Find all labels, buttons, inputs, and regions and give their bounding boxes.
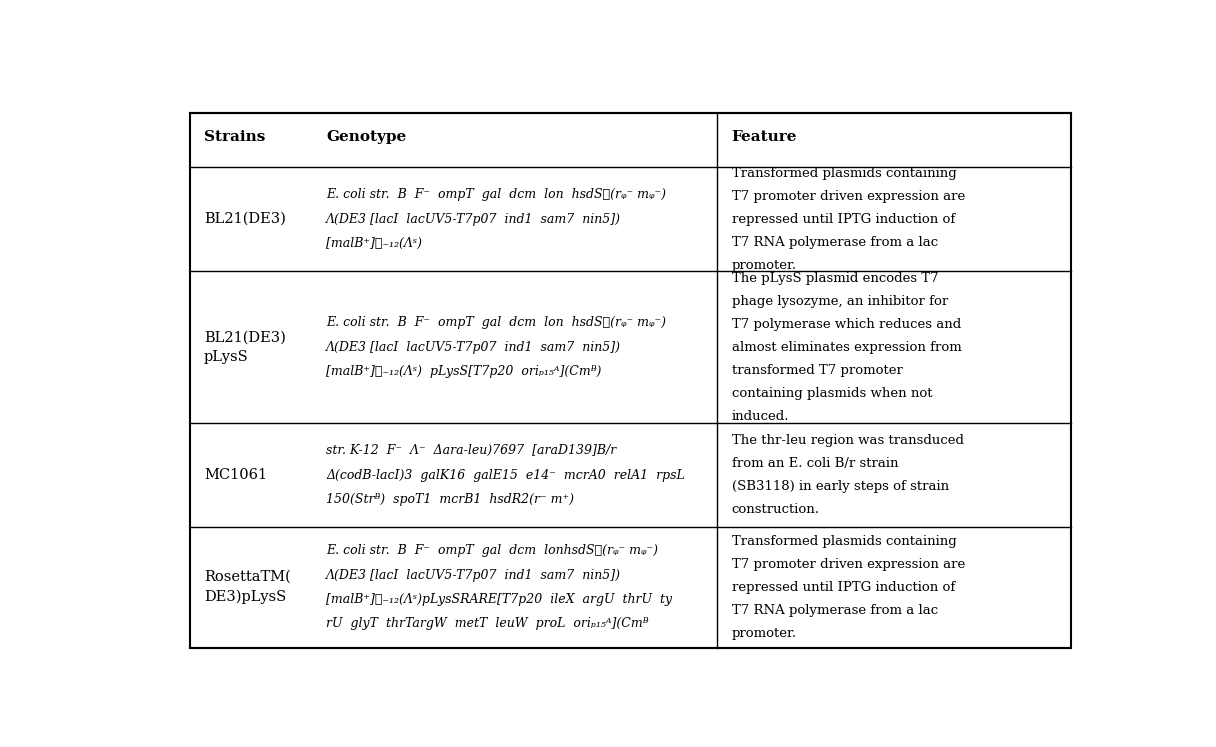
Text: [malB⁺]₝₋₁₂(Λˢ): [malB⁺]₝₋₁₂(Λˢ)	[326, 237, 422, 249]
Text: Transformed plasmids containing: Transformed plasmids containing	[732, 167, 956, 179]
Text: transformed T7 promoter: transformed T7 promoter	[732, 364, 902, 376]
Text: T7 promoter driven expression are: T7 promoter driven expression are	[732, 190, 964, 202]
Text: almost eliminates expression from: almost eliminates expression from	[732, 341, 962, 353]
Text: E. coli str.  B  F⁻  ompT  gal  dcm  lonhsdS₝(rᵩ⁻ mᵩ⁻): E. coli str. B F⁻ ompT gal dcm lonhsdS₝(…	[326, 545, 658, 557]
Text: str. K-12  F⁻  Λ⁻  Δara-leu)7697  [araD139]B/r: str. K-12 F⁻ Λ⁻ Δara-leu)7697 [araD139]B…	[326, 444, 617, 457]
Text: T7 polymerase which reduces and: T7 polymerase which reduces and	[732, 317, 961, 330]
Text: induced.: induced.	[732, 409, 789, 423]
Text: Λ(DE3 [lacI  lacUV5-T7p07  ind1  sam7  nin5]): Λ(DE3 [lacI lacUV5-T7p07 ind1 sam7 nin5]…	[326, 568, 621, 582]
Text: Transformed plasmids containing: Transformed plasmids containing	[732, 535, 956, 548]
Text: Strains: Strains	[204, 130, 265, 144]
Text: T7 RNA polymerase from a lac: T7 RNA polymerase from a lac	[732, 604, 938, 617]
Text: E. coli str.  B  F⁻  ompT  gal  dcm  lon  hsdS₝(rᵩ⁻ mᵩ⁻): E. coli str. B F⁻ ompT gal dcm lon hsdS₝…	[326, 188, 666, 202]
Text: Feature: Feature	[732, 130, 796, 144]
Text: [malB⁺]₝₋₁₂(Λˢ)pLysSRARE[T7p20  ileX  argU  thrU  ty: [malB⁺]₝₋₁₂(Λˢ)pLysSRARE[T7p20 ileX argU…	[326, 593, 672, 606]
Text: MC1061: MC1061	[204, 468, 268, 482]
Text: RosettaTM(
DE3)pLysS: RosettaTM( DE3)pLysS	[204, 570, 291, 604]
Text: BL21(DE3): BL21(DE3)	[204, 212, 286, 226]
Text: phage lysozyme, an inhibitor for: phage lysozyme, an inhibitor for	[732, 294, 947, 308]
Text: Λ(DE3 [lacI  lacUV5-T7p07  ind1  sam7  nin5]): Λ(DE3 [lacI lacUV5-T7p07 ind1 sam7 nin5]…	[326, 341, 621, 353]
Text: The pLysS plasmid encodes T7: The pLysS plasmid encodes T7	[732, 271, 939, 285]
Text: construction.: construction.	[732, 503, 820, 516]
Text: (SB3118) in early steps of strain: (SB3118) in early steps of strain	[732, 480, 948, 493]
Text: E. coli str.  B  F⁻  ompT  gal  dcm  lon  hsdS₝(rᵩ⁻ mᵩ⁻): E. coli str. B F⁻ ompT gal dcm lon hsdS₝…	[326, 317, 666, 329]
Text: Λ(DE3 [lacI  lacUV5-T7p07  ind1  sam7  nin5]): Λ(DE3 [lacI lacUV5-T7p07 ind1 sam7 nin5]…	[326, 213, 621, 226]
Text: 150(Strᴯ)  spoT1  mcrB1  hsdR2(r⁻ m⁺): 150(Strᴯ) spoT1 mcrB1 hsdR2(r⁻ m⁺)	[326, 493, 574, 506]
Text: [malB⁺]₝₋₁₂(Λˢ)  pLysS[T7p20  oriₚ₁₅ᴬ](Cmᴯ): [malB⁺]₝₋₁₂(Λˢ) pLysS[T7p20 oriₚ₁₅ᴬ](Cmᴯ…	[326, 365, 602, 378]
Text: from an E. coli B/r strain: from an E. coli B/r strain	[732, 457, 899, 470]
Text: BL21(DE3)
pLysS: BL21(DE3) pLysS	[204, 330, 286, 364]
Text: Genotype: Genotype	[326, 130, 406, 144]
Text: rU  glyT  thrTargW  metT  leuW  proL  oriₚ₁₅ᴬ](Cmᴯ: rU glyT thrTargW metT leuW proL oriₚ₁₅ᴬ]…	[326, 617, 649, 630]
Text: repressed until IPTG induction of: repressed until IPTG induction of	[732, 213, 955, 226]
Text: The thr-leu region was transduced: The thr-leu region was transduced	[732, 434, 963, 447]
Text: containing plasmids when not: containing plasmids when not	[732, 386, 933, 400]
Text: T7 promoter driven expression are: T7 promoter driven expression are	[732, 558, 964, 571]
Text: promoter.: promoter.	[732, 258, 796, 272]
Text: Δ(codB-lacI)3  galK16  galE15  e14⁻  mcrA0  relA1  rpsL: Δ(codB-lacI)3 galK16 galE15 e14⁻ mcrA0 r…	[326, 468, 685, 482]
Text: repressed until IPTG induction of: repressed until IPTG induction of	[732, 580, 955, 594]
Text: promoter.: promoter.	[732, 627, 796, 639]
Text: T7 RNA polymerase from a lac: T7 RNA polymerase from a lac	[732, 235, 938, 249]
